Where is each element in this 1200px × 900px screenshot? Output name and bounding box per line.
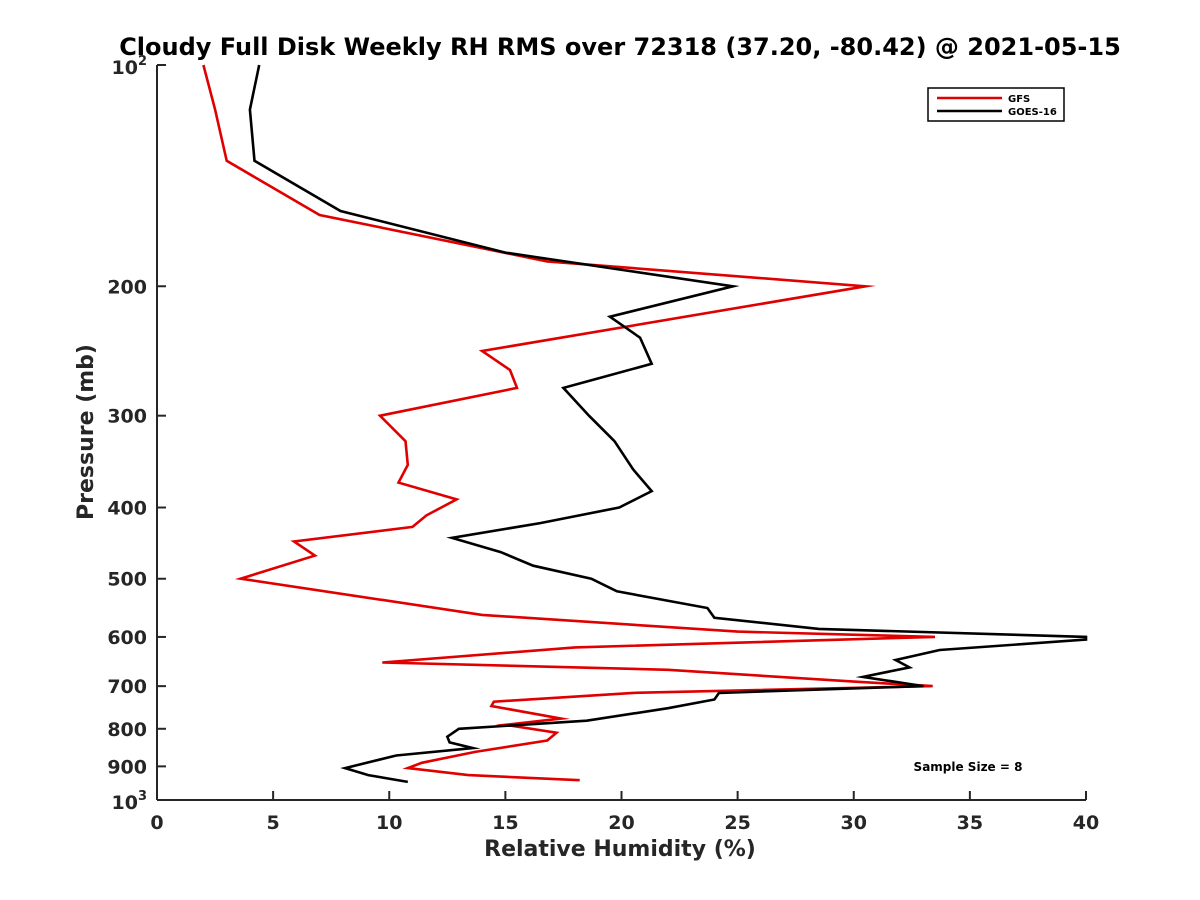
series-line-gfs bbox=[202, 64, 936, 782]
x-tick-label: 30 bbox=[841, 812, 867, 834]
x-tick-label: 35 bbox=[957, 812, 983, 834]
x-tick-label: 40 bbox=[1073, 812, 1099, 834]
y-tick-label: 500 bbox=[107, 569, 147, 591]
x-tick-label: 20 bbox=[608, 812, 634, 834]
legend-label: GOES-16 bbox=[1008, 107, 1057, 118]
y-tick-label: 600 bbox=[107, 627, 147, 649]
x-tick-label: 10 bbox=[376, 812, 402, 834]
y-axis-label: Pressure (mb) bbox=[74, 344, 99, 520]
y-tick-label: 200 bbox=[107, 276, 147, 298]
y-tick-label-top: 102 bbox=[112, 54, 148, 79]
x-axis-label: Relative Humidity (%) bbox=[484, 837, 756, 862]
y-axis-ticks: 200 300 400 500 600 700 800 900 102 103 bbox=[107, 54, 166, 814]
y-tick-label: 900 bbox=[107, 756, 147, 778]
series-lines bbox=[202, 64, 1088, 784]
legend-label: GFS bbox=[1008, 94, 1030, 105]
sample-size-annotation: Sample Size = 8 bbox=[914, 760, 1023, 774]
x-tick-label: 0 bbox=[150, 812, 163, 834]
x-tick-label: 25 bbox=[724, 812, 750, 834]
y-tick-label: 300 bbox=[107, 406, 147, 428]
y-tick-label-bottom: 103 bbox=[112, 789, 148, 814]
plot-area bbox=[157, 65, 1086, 800]
legend: GFS GOES-16 bbox=[927, 87, 1065, 122]
y-tick-label: 800 bbox=[107, 719, 147, 741]
chart-title: Cloudy Full Disk Weekly RH RMS over 7231… bbox=[119, 33, 1121, 61]
y-tick-label: 700 bbox=[107, 676, 147, 698]
x-tick-label: 15 bbox=[492, 812, 518, 834]
legend-box bbox=[927, 87, 1065, 122]
plot-background bbox=[157, 65, 1086, 800]
y-tick-label: 400 bbox=[107, 498, 147, 520]
x-tick-label: 5 bbox=[267, 812, 280, 834]
x-axis-ticks: 0 5 10 15 20 25 30 35 40 bbox=[150, 791, 1099, 834]
series-line-goes-16 bbox=[248, 64, 1088, 784]
